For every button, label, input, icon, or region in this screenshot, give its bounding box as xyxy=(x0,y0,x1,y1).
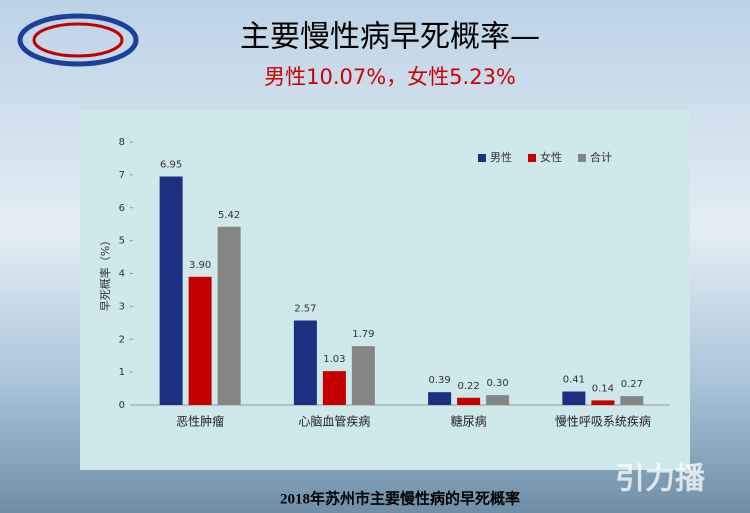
legend-label: 女性 xyxy=(540,150,562,164)
y-tick-label: 7 xyxy=(119,170,125,181)
bar xyxy=(620,396,644,405)
value-label: 2.57 xyxy=(294,304,316,315)
y-tick-label: 4 xyxy=(119,269,125,280)
subtitle: 男性10.07%，女性5.23% xyxy=(264,65,516,89)
legend-label: 男性 xyxy=(490,150,512,164)
logo xyxy=(17,13,139,67)
legend-swatch xyxy=(528,154,536,162)
bar xyxy=(159,176,183,405)
legend-swatch xyxy=(478,154,486,162)
title: 主要慢性病早死概率— xyxy=(240,20,540,55)
value-label: 0.27 xyxy=(621,379,643,390)
value-label: 6.95 xyxy=(160,160,182,171)
legend-label: 合计 xyxy=(590,150,612,164)
value-label: 0.22 xyxy=(457,381,479,392)
y-tick-label: 5 xyxy=(119,236,125,247)
caption: 2018年苏州市主要慢性病的早死概率 xyxy=(280,489,520,507)
value-label: 0.41 xyxy=(563,375,585,386)
y-tick-label: 1 xyxy=(119,367,125,378)
bar xyxy=(457,397,481,405)
y-tick-label: 0 xyxy=(119,400,125,411)
bar xyxy=(188,276,212,405)
bar xyxy=(486,395,510,405)
bar xyxy=(591,400,615,405)
value-label: 5.42 xyxy=(218,210,240,221)
x-tick-label: 慢性呼吸系统疾病 xyxy=(555,414,651,429)
value-label: 0.14 xyxy=(592,383,614,394)
watermark: 引力播 xyxy=(615,462,706,497)
bar xyxy=(351,346,375,405)
value-label: 0.30 xyxy=(486,378,508,389)
value-label: 1.79 xyxy=(352,329,374,340)
value-label: 3.90 xyxy=(189,260,211,271)
bar xyxy=(562,391,586,405)
y-tick-label: 6 xyxy=(119,203,125,214)
y-tick-label: 3 xyxy=(119,301,125,312)
bar xyxy=(217,226,241,405)
bar xyxy=(428,392,452,405)
x-tick-label: 糖尿病 xyxy=(451,414,487,429)
x-tick-label: 心脑血管疾病 xyxy=(298,414,370,429)
y-tick-label: 2 xyxy=(119,334,125,345)
y-axis-label: 早死概率（%） xyxy=(98,235,112,311)
bar xyxy=(293,320,317,405)
value-label: 1.03 xyxy=(323,354,345,365)
y-tick-label: 8 xyxy=(119,137,125,148)
x-tick-label: 恶性肿瘤 xyxy=(176,414,224,429)
value-label: 0.39 xyxy=(428,375,450,386)
bar xyxy=(322,371,346,405)
legend-swatch xyxy=(578,154,586,162)
